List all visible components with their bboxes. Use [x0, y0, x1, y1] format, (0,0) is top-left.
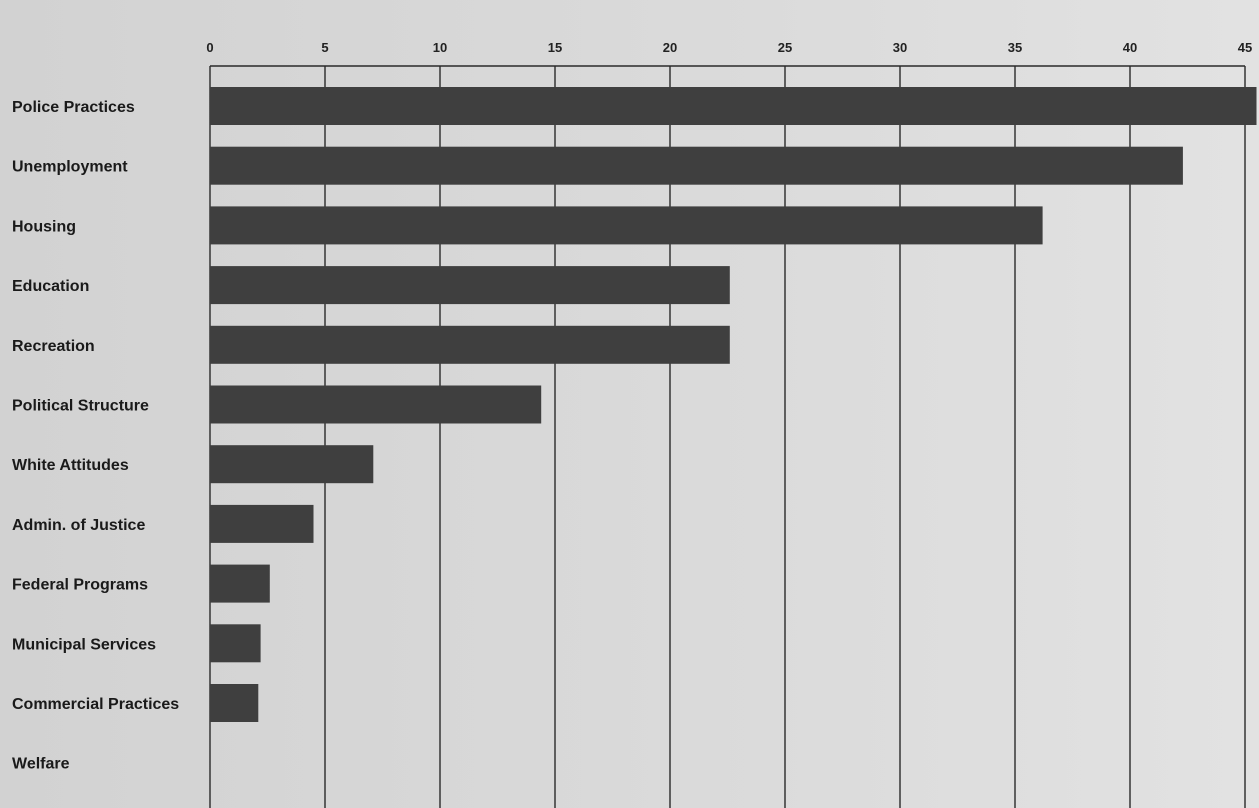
x-tick-label: 20 [663, 40, 677, 55]
bar [210, 504, 314, 543]
category-label: Recreation [12, 338, 95, 355]
tick-labels: 0 5 10 15 20 25 30 35 40 45 [206, 40, 1252, 55]
bar [210, 266, 730, 305]
category-label: Education [12, 278, 89, 295]
category-label: Political Structure [12, 398, 149, 415]
x-tick-label: 0 [206, 40, 213, 55]
x-tick-label: 5 [321, 40, 328, 55]
bar [210, 87, 1257, 125]
x-tick-label: 45 [1238, 40, 1252, 55]
bar [210, 146, 1183, 185]
category-label: Municipal Services [12, 636, 156, 653]
grid-layer [209, 65, 1246, 808]
category-labels: Police Practices Unemployment Housing Educa… [12, 99, 179, 773]
category-label: Federal Programs [12, 577, 148, 594]
bar [210, 624, 261, 663]
category-label: Commercial Practices [12, 696, 179, 713]
x-tick-label: 25 [778, 40, 792, 55]
bar [210, 325, 730, 364]
x-tick-label: 15 [548, 40, 562, 55]
category-label: Police Practices [12, 99, 135, 116]
bar [210, 684, 259, 722]
category-label: Unemployment [12, 159, 128, 176]
bars-layer [210, 87, 1257, 722]
category-label: White Attitudes [12, 457, 129, 474]
category-label: Housing [12, 218, 76, 235]
x-tick-label: 10 [433, 40, 447, 55]
bar [210, 445, 374, 484]
bar [210, 564, 270, 603]
x-tick-label: 30 [893, 40, 907, 55]
x-tick-label: 35 [1008, 40, 1022, 55]
x-tick-label: 40 [1123, 40, 1137, 55]
category-label: Welfare [12, 756, 70, 773]
category-label: Admin. of Justice [12, 517, 145, 534]
bar [210, 206, 1043, 245]
bar [210, 385, 542, 424]
